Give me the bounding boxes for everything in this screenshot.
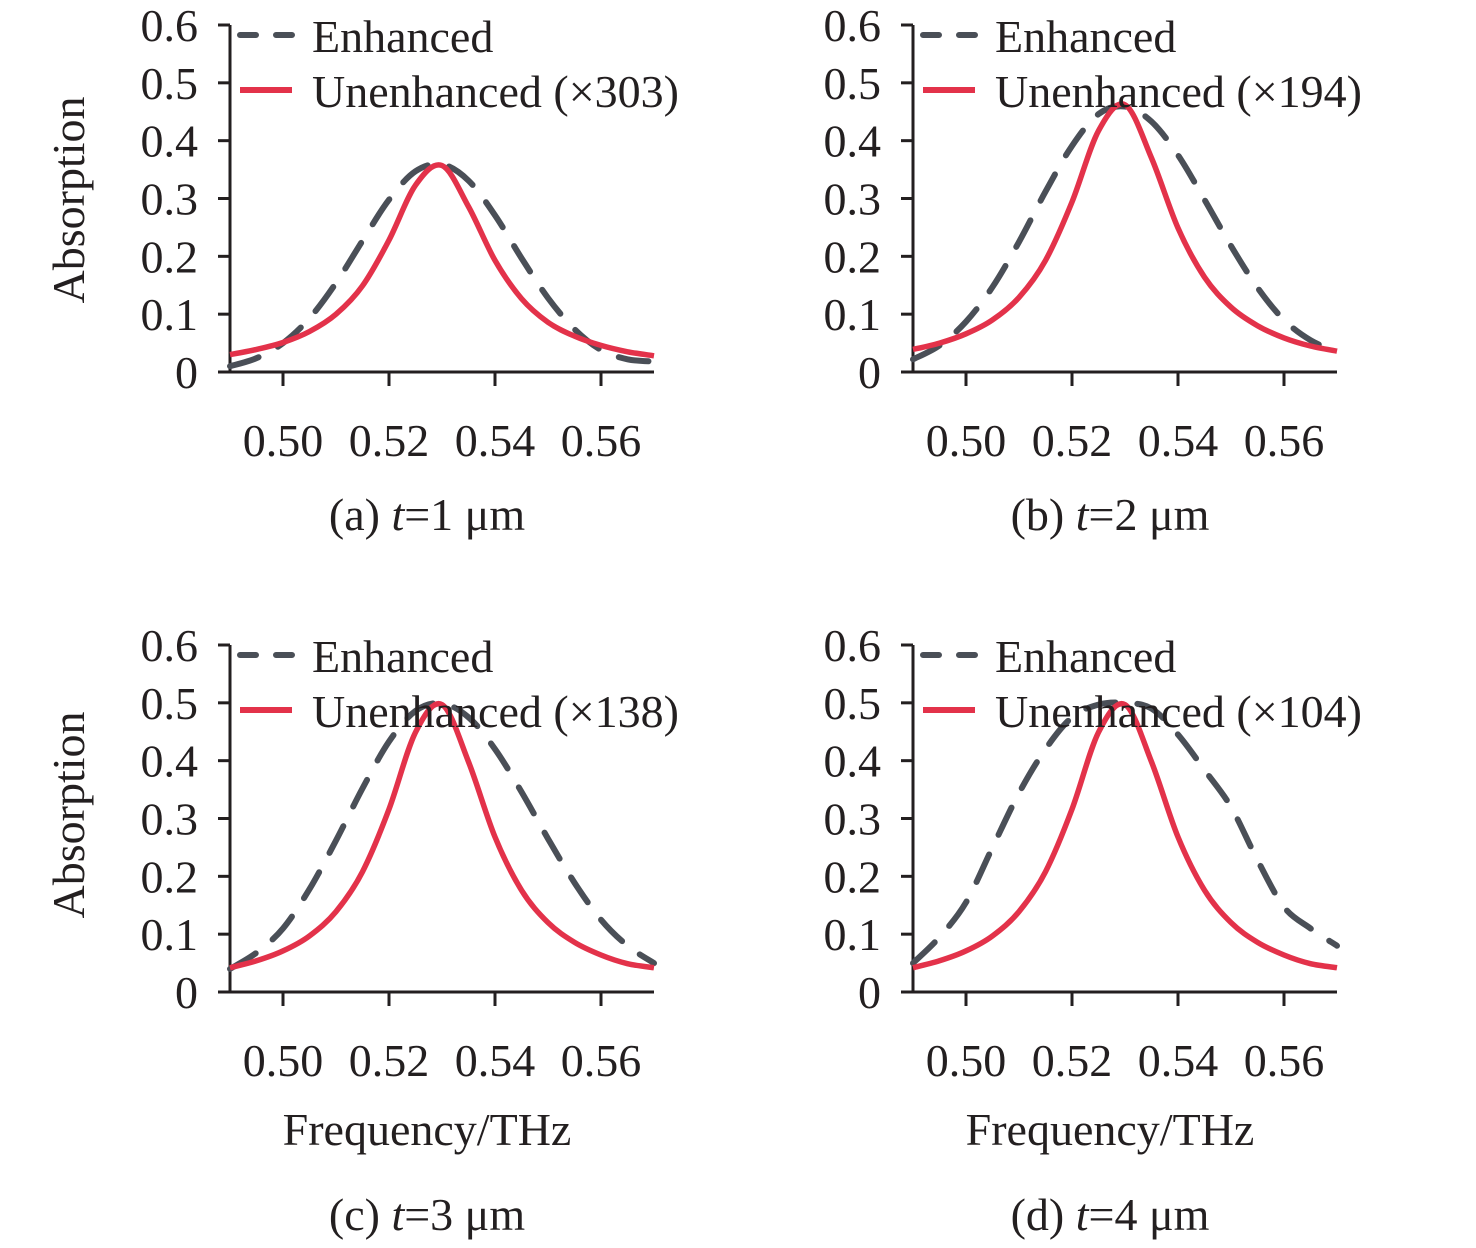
caption-suffix: =1 μm bbox=[404, 489, 525, 540]
unenhanced-series-line bbox=[912, 101, 1338, 354]
panel-b: 0 0.1 0.2 0.3 0.4 0.5 0.6 0.50 0.52 0.54 0.56 Enhan… bbox=[824, 0, 1362, 540]
panel-caption: (b) t=2 μm bbox=[1011, 489, 1210, 540]
y-tick-label: 0.4 bbox=[141, 736, 199, 787]
y-tick-label: 0.4 bbox=[141, 116, 199, 167]
caption-variable: t bbox=[1076, 1189, 1090, 1240]
y-tick-label: 0 bbox=[175, 967, 198, 1018]
y-tick-label: 0.1 bbox=[824, 909, 882, 960]
y-tick-label: 0.5 bbox=[141, 58, 199, 109]
y-tick-label: 0.6 bbox=[824, 620, 882, 671]
y-tick-label: 0.3 bbox=[824, 794, 882, 845]
x-tick-label: 0.56 bbox=[561, 1035, 642, 1086]
y-tick-label: 0.3 bbox=[141, 174, 199, 225]
legend-label: Unenhanced (×138) bbox=[312, 686, 679, 737]
panel-d: 0 0.1 0.2 0.3 0.4 0.5 0.6 0.50 0.52 0.54 0.56 Enhan… bbox=[824, 620, 1362, 1240]
y-tick-label: 0.6 bbox=[141, 0, 199, 51]
caption-variable: t bbox=[391, 1189, 405, 1240]
unenhanced-series-line bbox=[229, 162, 655, 359]
legend-label: Enhanced bbox=[312, 631, 493, 682]
y-tick-label: 0.1 bbox=[141, 909, 199, 960]
legend-label: Unenhanced (×104) bbox=[995, 686, 1362, 737]
y-tick-label: 0.2 bbox=[824, 231, 882, 282]
y-tick-label: 0.4 bbox=[824, 116, 882, 167]
legend-label: Enhanced bbox=[312, 11, 493, 62]
x-tick-label: 0.52 bbox=[1032, 1035, 1113, 1086]
y-tick-label: 0.6 bbox=[141, 620, 199, 671]
y-tick-label: 0 bbox=[175, 347, 198, 398]
x-tick-label: 0.52 bbox=[1032, 415, 1113, 466]
legend-label: Enhanced bbox=[995, 11, 1176, 62]
caption-variable: t bbox=[391, 489, 405, 540]
y-tick-label: 0.1 bbox=[141, 289, 199, 340]
caption-suffix: =4 μm bbox=[1089, 1189, 1210, 1240]
y-tick-label: 0.5 bbox=[824, 678, 882, 729]
y-tick-label: 0.2 bbox=[141, 231, 199, 282]
unenhanced-series-line bbox=[229, 700, 655, 971]
x-tick-label: 0.54 bbox=[455, 415, 536, 466]
panel-a: 0 0.1 0.2 0.3 0.4 0.5 0.6 0.50 0.52 0.54 0.56 Enhan… bbox=[43, 0, 679, 540]
x-tick-label: 0.50 bbox=[243, 1035, 324, 1086]
x-tick-label: 0.54 bbox=[1138, 415, 1219, 466]
panel-caption: (d) t=4 μm bbox=[1011, 1189, 1210, 1240]
x-axis-label: Frequency/THz bbox=[966, 1104, 1255, 1155]
x-tick-label: 0.50 bbox=[926, 1035, 1007, 1086]
y-tick-label: 0.5 bbox=[824, 58, 882, 109]
x-tick-label: 0.56 bbox=[1244, 1035, 1325, 1086]
x-tick-label: 0.52 bbox=[349, 415, 430, 466]
caption-prefix: (a) bbox=[329, 489, 392, 540]
y-tick-label: 0.1 bbox=[824, 289, 882, 340]
legend-label: Unenhanced (×303) bbox=[312, 66, 679, 117]
y-axis-label: Absorption bbox=[43, 97, 94, 304]
y-tick-label: 0.5 bbox=[141, 678, 199, 729]
x-axis-label: Frequency/THz bbox=[283, 1104, 572, 1155]
y-axis-label: Absorption bbox=[43, 712, 94, 919]
y-tick-label: 0.4 bbox=[824, 736, 882, 787]
x-tick-label: 0.56 bbox=[1244, 415, 1325, 466]
caption-prefix: (d) bbox=[1011, 1189, 1076, 1240]
y-tick-label: 0.2 bbox=[824, 851, 882, 902]
y-tick-label: 0 bbox=[858, 347, 881, 398]
y-tick-label: 0.2 bbox=[141, 851, 199, 902]
x-tick-label: 0.54 bbox=[1138, 1035, 1219, 1086]
x-tick-label: 0.56 bbox=[561, 415, 642, 466]
caption-suffix: =3 μm bbox=[404, 1189, 525, 1240]
caption-variable: t bbox=[1076, 489, 1090, 540]
caption-prefix: (b) bbox=[1011, 489, 1076, 540]
y-tick-label: 0 bbox=[858, 967, 881, 1018]
panel-caption: (a) t=1 μm bbox=[329, 489, 525, 540]
caption-prefix: (c) bbox=[329, 1189, 392, 1240]
panel-caption: (c) t=3 μm bbox=[329, 1189, 525, 1240]
y-tick-label: 0.3 bbox=[141, 794, 199, 845]
legend-label: Unenhanced (×194) bbox=[995, 66, 1362, 117]
enhanced-series-line bbox=[227, 700, 657, 972]
unenhanced-series-line bbox=[912, 700, 1338, 971]
panel-c: 0 0.1 0.2 0.3 0.4 0.5 0.6 0.50 0.52 0.54 0.56 Enhan… bbox=[43, 620, 679, 1240]
enhanced-series-line bbox=[910, 103, 1340, 363]
y-tick-label: 0.6 bbox=[824, 0, 882, 51]
x-tick-label: 0.54 bbox=[455, 1035, 536, 1086]
x-tick-label: 0.52 bbox=[349, 1035, 430, 1086]
x-tick-label: 0.50 bbox=[243, 415, 324, 466]
y-tick-label: 0.3 bbox=[824, 174, 882, 225]
enhanced-series-line bbox=[910, 699, 1340, 967]
caption-suffix: =2 μm bbox=[1089, 489, 1210, 540]
legend-label: Enhanced bbox=[995, 631, 1176, 682]
x-tick-label: 0.50 bbox=[926, 415, 1007, 466]
